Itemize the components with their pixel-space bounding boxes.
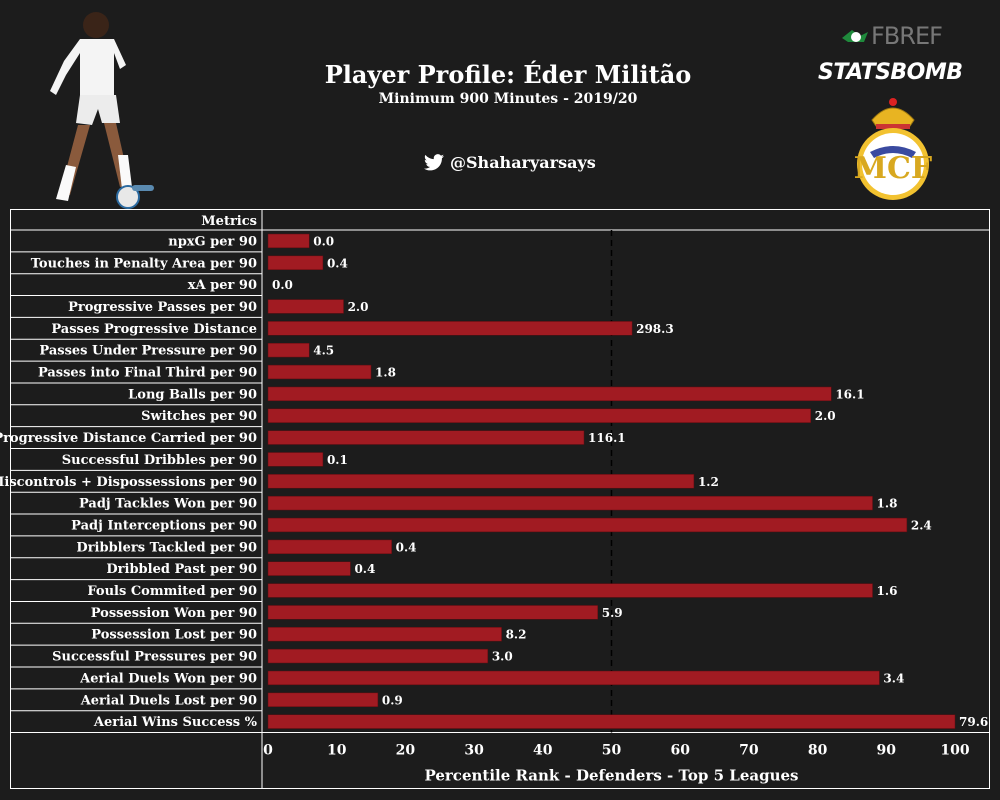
- category-label: Touches in Penalty Area per 90: [31, 256, 257, 271]
- category-label: Dribbled Past per 90: [106, 562, 257, 577]
- twitter-icon: [424, 154, 444, 171]
- bar: [267, 517, 908, 533]
- bar: [267, 583, 873, 598]
- x-tick-label: 20: [396, 743, 416, 759]
- twitter-credit: @Shaharyarsays: [424, 153, 596, 172]
- category-label: Aerial Duels Lost per 90: [80, 693, 257, 708]
- category-label: Progressive Passes per 90: [68, 300, 257, 315]
- bar: [267, 255, 324, 270]
- category-label: Fouls Commited per 90: [87, 584, 257, 599]
- bar: [267, 605, 599, 620]
- x-tick-label: 60: [670, 743, 690, 759]
- x-tick-label: 70: [739, 743, 759, 759]
- value-label: 4.5: [313, 344, 334, 358]
- bar: [267, 495, 873, 511]
- bar: [267, 299, 344, 314]
- x-tick-label: 0: [263, 743, 273, 759]
- value-label: 2.0: [348, 300, 369, 314]
- bar: [267, 233, 310, 249]
- category-label: Long Balls per 90: [128, 387, 257, 402]
- value-label: 0.4: [327, 256, 348, 270]
- x-tick-label: 90: [877, 743, 897, 759]
- chart-subtitle: Minimum 900 Minutes - 2019/20: [378, 91, 638, 107]
- bar: [267, 627, 502, 642]
- value-label: 1.8: [877, 497, 898, 511]
- category-label: Miscontrols + Dispossessions per 90: [0, 475, 257, 490]
- value-label: 1.6: [877, 584, 898, 598]
- category-label: Aerial Duels Won per 90: [79, 671, 257, 686]
- value-label: 2.0: [815, 409, 836, 423]
- bar: [267, 670, 880, 686]
- x-tick-label: 40: [533, 743, 553, 759]
- bar: [267, 474, 695, 489]
- value-label: 0.4: [396, 540, 417, 554]
- value-label: 0.1: [327, 453, 348, 467]
- bar: [267, 561, 351, 576]
- svg-text:MCF: MCF: [854, 151, 932, 186]
- bar: [267, 714, 956, 729]
- bar: [267, 408, 811, 423]
- chart-title: Player Profile: Éder Militão: [324, 60, 692, 89]
- bar: [267, 343, 310, 358]
- x-tick-label: 30: [464, 743, 484, 759]
- real-madrid-crest: MCF: [850, 92, 936, 204]
- value-label: 3.4: [883, 671, 904, 685]
- soccer-ball-icon: [842, 30, 868, 42]
- value-label: 16.1: [835, 387, 864, 401]
- statsbomb-logo: STATSBOMB: [818, 60, 963, 85]
- value-label: 3.0: [492, 650, 513, 664]
- fbref-logo-text: FBREF: [871, 22, 943, 50]
- category-label: Aerial Wins Success %: [93, 715, 258, 730]
- category-label: Possession Won per 90: [91, 606, 257, 621]
- value-label: 0.0: [313, 234, 334, 248]
- category-label: Successful Dribbles per 90: [62, 453, 257, 468]
- value-label: 8.2: [506, 628, 527, 642]
- value-label: 79.6: [959, 715, 988, 729]
- bar: [267, 430, 585, 445]
- value-label: 1.2: [698, 475, 719, 489]
- bar: [267, 386, 832, 402]
- value-label: 0.4: [354, 562, 375, 576]
- metrics-header: Metrics: [201, 214, 257, 229]
- x-tick-label: 10: [327, 743, 347, 759]
- value-label: 298.3: [636, 322, 674, 336]
- value-label: 5.9: [602, 606, 623, 620]
- category-label: Dribblers Tackled per 90: [76, 540, 257, 555]
- player-photo: [36, 5, 161, 210]
- category-label: Possession Lost per 90: [91, 628, 257, 643]
- value-label: 0.0: [272, 278, 293, 292]
- category-label: Progressive Distance Carried per 90: [0, 431, 257, 446]
- fbref-logo: FBREF: [842, 22, 943, 50]
- category-label: Successful Pressures per 90: [52, 650, 257, 665]
- category-label: Passes into Final Third per 90: [38, 366, 257, 381]
- value-label: 0.9: [382, 693, 403, 707]
- bar: [267, 648, 489, 664]
- bar: [267, 452, 324, 467]
- bar: [267, 364, 372, 380]
- category-label: Passes Progressive Distance: [51, 322, 257, 337]
- chart-frame: [10, 209, 990, 789]
- value-label: 2.4: [911, 518, 932, 532]
- x-tick-label: 80: [808, 743, 828, 759]
- value-label: 1.8: [375, 366, 396, 380]
- category-label: xA per 90: [188, 278, 257, 293]
- x-axis-label: Percentile Rank - Defenders - Top 5 Leag…: [424, 767, 798, 785]
- category-label: Padj Tackles Won per 90: [79, 497, 257, 512]
- category-label: Passes Under Pressure per 90: [39, 344, 257, 359]
- x-tick-label: 50: [602, 743, 622, 759]
- bar: [267, 321, 633, 336]
- twitter-handle: @Shaharyarsays: [450, 153, 596, 172]
- category-label: Switches per 90: [141, 409, 257, 424]
- bar: [267, 692, 379, 707]
- bar: [267, 539, 392, 555]
- category-label: npxG per 90: [168, 234, 257, 249]
- category-label: Padj Interceptions per 90: [71, 518, 257, 533]
- x-tick-label: 100: [940, 743, 969, 759]
- value-label: 116.1: [588, 431, 626, 445]
